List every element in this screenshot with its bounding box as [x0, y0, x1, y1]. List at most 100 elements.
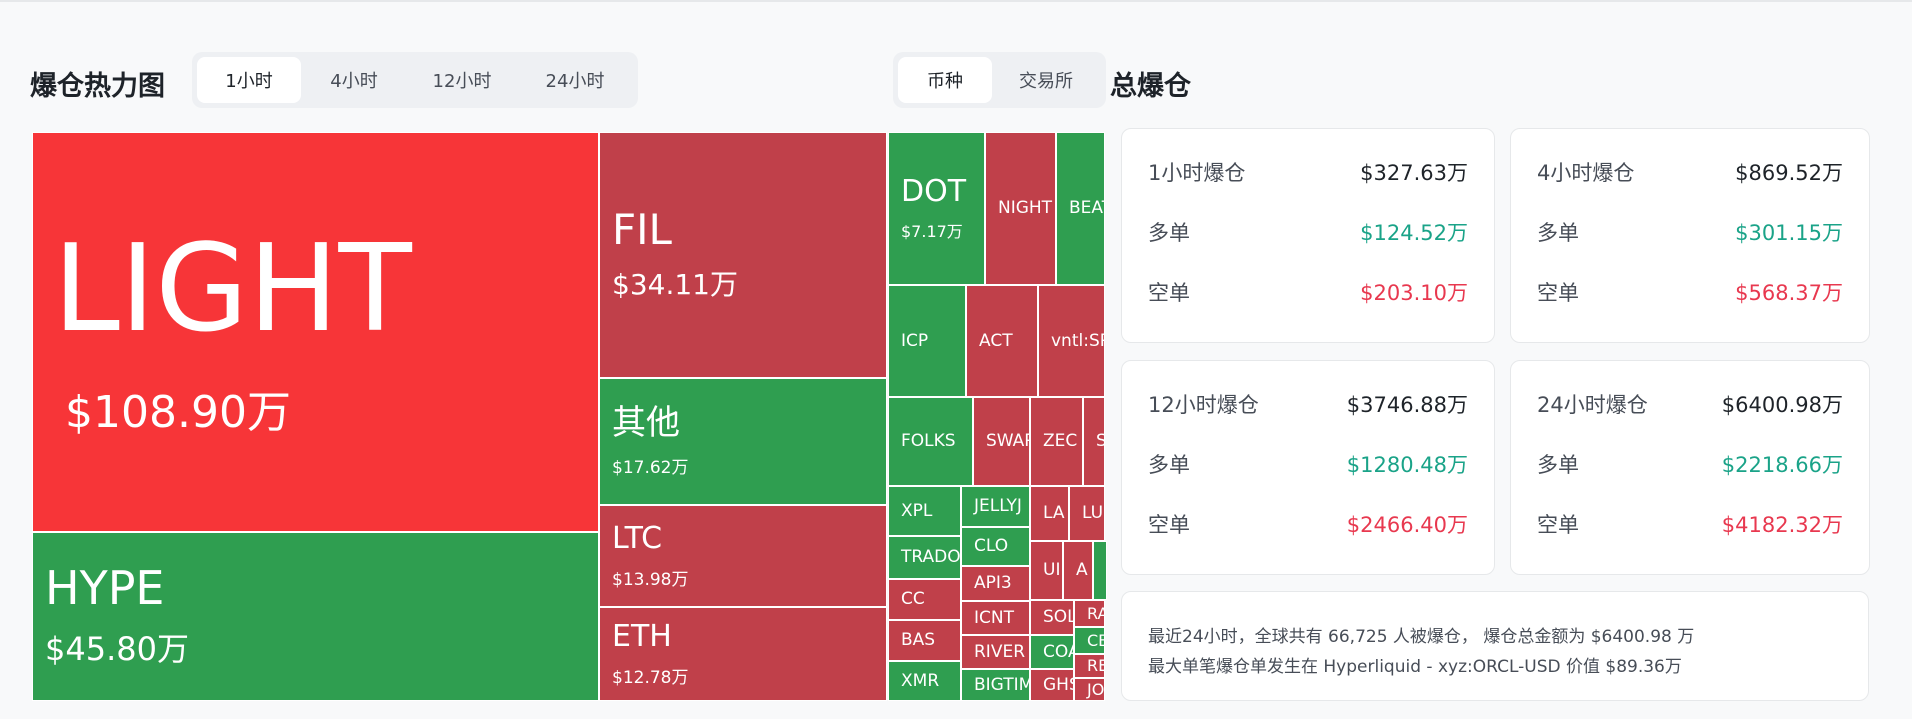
treemap-cell-icp[interactable]: ICP: [888, 285, 966, 397]
treemap-cell-icnt[interactable]: ICNT: [961, 601, 1030, 635]
treemap-cell-s[interactable]: S: [1083, 397, 1105, 486]
cell-name: DOT: [901, 174, 967, 209]
cell-name: RA: [1087, 603, 1104, 623]
treemap-cell-ui[interactable]: UI: [1030, 541, 1063, 600]
cell-value: $45.80万: [45, 629, 189, 668]
cell-name: vntl:SP: [1051, 330, 1105, 351]
treemap-cell-trado[interactable]: TRADO: [888, 536, 961, 579]
treemap-cell-la[interactable]: LA: [1030, 486, 1069, 541]
treemap-cell-a[interactable]: A: [1063, 541, 1093, 600]
treemap-cell-unnamed[interactable]: [1093, 541, 1107, 600]
tab-timeTabs-0[interactable]: 1小时: [197, 57, 301, 103]
card-total-value: $6400.98万: [1721, 393, 1843, 417]
cell-name: GHS: [1043, 674, 1073, 695]
cell-name: ICNT: [974, 607, 1014, 628]
cell-name: ZEC: [1043, 431, 1078, 452]
cell-name: FIL: [612, 204, 672, 254]
treemap-cell-light[interactable]: LIGHT $108.90万: [32, 132, 599, 532]
treemap-cell-api3[interactable]: API3: [961, 566, 1030, 601]
cell-name: SWAP: [986, 431, 1030, 452]
cell-name: TRADO: [901, 547, 961, 568]
cell-name: API3: [974, 573, 1012, 594]
cell-name: BEAT: [1069, 198, 1104, 219]
card-short-label: 空单: [1148, 281, 1190, 305]
treemap-cell-cb[interactable]: CB: [1074, 627, 1105, 654]
card-total-value: $3746.88万: [1346, 393, 1468, 417]
tab-timeTabs-1[interactable]: 4小时: [330, 71, 378, 92]
treemap-cell-beat[interactable]: BEAT: [1056, 132, 1105, 285]
summary-line-1: 最近24小时，全球共有 66,725 人被爆仓， 爆仓总金额为 $6400.98…: [1148, 627, 1695, 647]
time-range-tabs: 1小时 4小时 12小时 24小时: [192, 52, 638, 108]
card-short-value: $568.37万: [1735, 281, 1843, 305]
cell-name: XMR: [901, 670, 940, 691]
treemap-cell-jo[interactable]: JO: [1074, 678, 1105, 701]
treemap-cell-xpl[interactable]: XPL: [888, 486, 961, 536]
treemap-cell-river[interactable]: RIVER: [961, 635, 1030, 669]
cell-name: ETH: [612, 619, 672, 654]
cell-name: BIGTIME: [974, 674, 1029, 695]
treemap-cell-bigtime[interactable]: BIGTIME: [961, 669, 1030, 701]
card-label: 24小时爆仓: [1537, 393, 1648, 417]
top-divider: [0, 0, 1912, 2]
group-by-tabs: 币种 交易所: [893, 52, 1106, 108]
treemap-cell-ltc[interactable]: LTC $13.98万: [599, 505, 887, 607]
treemap-cell--[interactable]: 其他 $17.62万: [599, 378, 887, 505]
cell-name: FOLKS: [901, 431, 956, 452]
cell-name: ACT: [979, 330, 1013, 351]
treemap-cell-night[interactable]: NIGHT: [985, 132, 1056, 285]
cell-name: RE: [1087, 656, 1104, 676]
cell-value: $17.62万: [612, 457, 689, 478]
treemap-cell-fil[interactable]: FIL $34.11万: [599, 132, 887, 378]
card-total-value: $869.52万: [1735, 161, 1843, 185]
card-long-label: 多单: [1537, 453, 1579, 477]
treemap-cell-xmr[interactable]: XMR: [888, 661, 961, 701]
treemap-cell-hype[interactable]: HYPE $45.80万: [32, 532, 599, 701]
card-label: 1小时爆仓: [1148, 161, 1246, 185]
treemap-cell-folks[interactable]: FOLKS: [888, 397, 973, 486]
card-short-label: 空单: [1537, 281, 1579, 305]
cell-name: CLO: [974, 536, 1009, 557]
cell-name: S: [1096, 432, 1104, 451]
treemap-cell-eth[interactable]: ETH $12.78万: [599, 607, 887, 701]
summary-line-2: 最大单笔爆仓单发生在 Hyperliquid - xyz:ORCL-USD 价值…: [1148, 657, 1682, 677]
tab-timeTabs-3[interactable]: 24小时: [545, 71, 605, 92]
cell-name: BAS: [901, 630, 936, 651]
tab-timeTabs-2[interactable]: 12小时: [432, 71, 492, 92]
cell-name: HYPE: [45, 561, 165, 616]
treemap-cell-ghs[interactable]: GHS: [1030, 669, 1074, 701]
cell-name: A: [1076, 560, 1088, 581]
treemap-cell-zec[interactable]: ZEC: [1030, 397, 1083, 486]
treemap-cell-vntl-sp[interactable]: vntl:SP: [1038, 285, 1105, 397]
card-long-value: $2218.66万: [1721, 453, 1843, 477]
tab-groupTabs-0[interactable]: 币种: [898, 57, 992, 103]
cell-value: $13.98万: [612, 570, 689, 590]
cell-name: JELLYJ: [974, 496, 1022, 517]
cell-name: XPL: [901, 500, 933, 521]
treemap-cell-swap[interactable]: SWAP: [973, 397, 1030, 486]
card-label: 4小时爆仓: [1537, 161, 1635, 185]
cell-name: CC: [901, 589, 925, 610]
summary-card: 最近24小时，全球共有 66,725 人被爆仓， 爆仓总金额为 $6400.98…: [1121, 591, 1869, 701]
total-liquidation-title: 总爆仓: [1110, 71, 1191, 102]
treemap-cell-sol[interactable]: SOL: [1030, 600, 1074, 635]
liquidation-card: 12小时爆仓 $3746.88万 多单 $1280.48万 空单 $2466.40万: [1121, 360, 1495, 575]
treemap-cell-clo[interactable]: CLO: [961, 527, 1030, 566]
tab-groupTabs-1[interactable]: 交易所: [1019, 71, 1073, 92]
treemap-cell-act[interactable]: ACT: [966, 285, 1038, 397]
card-total-value: $327.63万: [1360, 161, 1468, 185]
treemap-cell-jellyj[interactable]: JELLYJ: [961, 486, 1030, 527]
cell-value: $34.11万: [612, 268, 738, 302]
treemap-cell-ra[interactable]: RA: [1074, 600, 1105, 627]
treemap-cell-lu[interactable]: LU: [1069, 486, 1105, 541]
treemap-cell-re[interactable]: RE: [1074, 654, 1105, 678]
treemap-cell-cc[interactable]: CC: [888, 579, 961, 620]
card-short-value: $4182.32万: [1721, 513, 1843, 537]
card-short-label: 空单: [1148, 513, 1190, 537]
cell-name: NIGHT: [998, 198, 1053, 219]
treemap-cell-dot[interactable]: DOT $7.17万: [888, 132, 985, 285]
cell-name: LU: [1082, 503, 1104, 524]
cell-name: ICP: [901, 330, 929, 351]
treemap-cell-coa[interactable]: COA: [1030, 635, 1074, 669]
treemap-cell-bas[interactable]: BAS: [888, 620, 961, 661]
heatmap-title: 爆仓热力图: [30, 71, 165, 102]
